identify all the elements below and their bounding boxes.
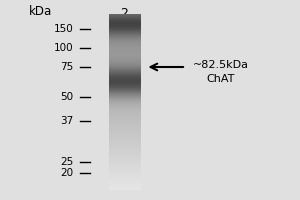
Text: ChAT: ChAT (206, 74, 235, 84)
Text: 50: 50 (60, 92, 74, 102)
Text: 20: 20 (60, 168, 74, 178)
Text: 75: 75 (60, 62, 74, 72)
Text: ~82.5kDa: ~82.5kDa (193, 60, 248, 70)
Text: 2: 2 (121, 7, 128, 20)
Text: 25: 25 (60, 157, 74, 167)
Text: kDa: kDa (29, 5, 52, 18)
Text: 100: 100 (54, 43, 74, 53)
Text: 150: 150 (54, 24, 74, 34)
Text: 37: 37 (60, 116, 74, 126)
